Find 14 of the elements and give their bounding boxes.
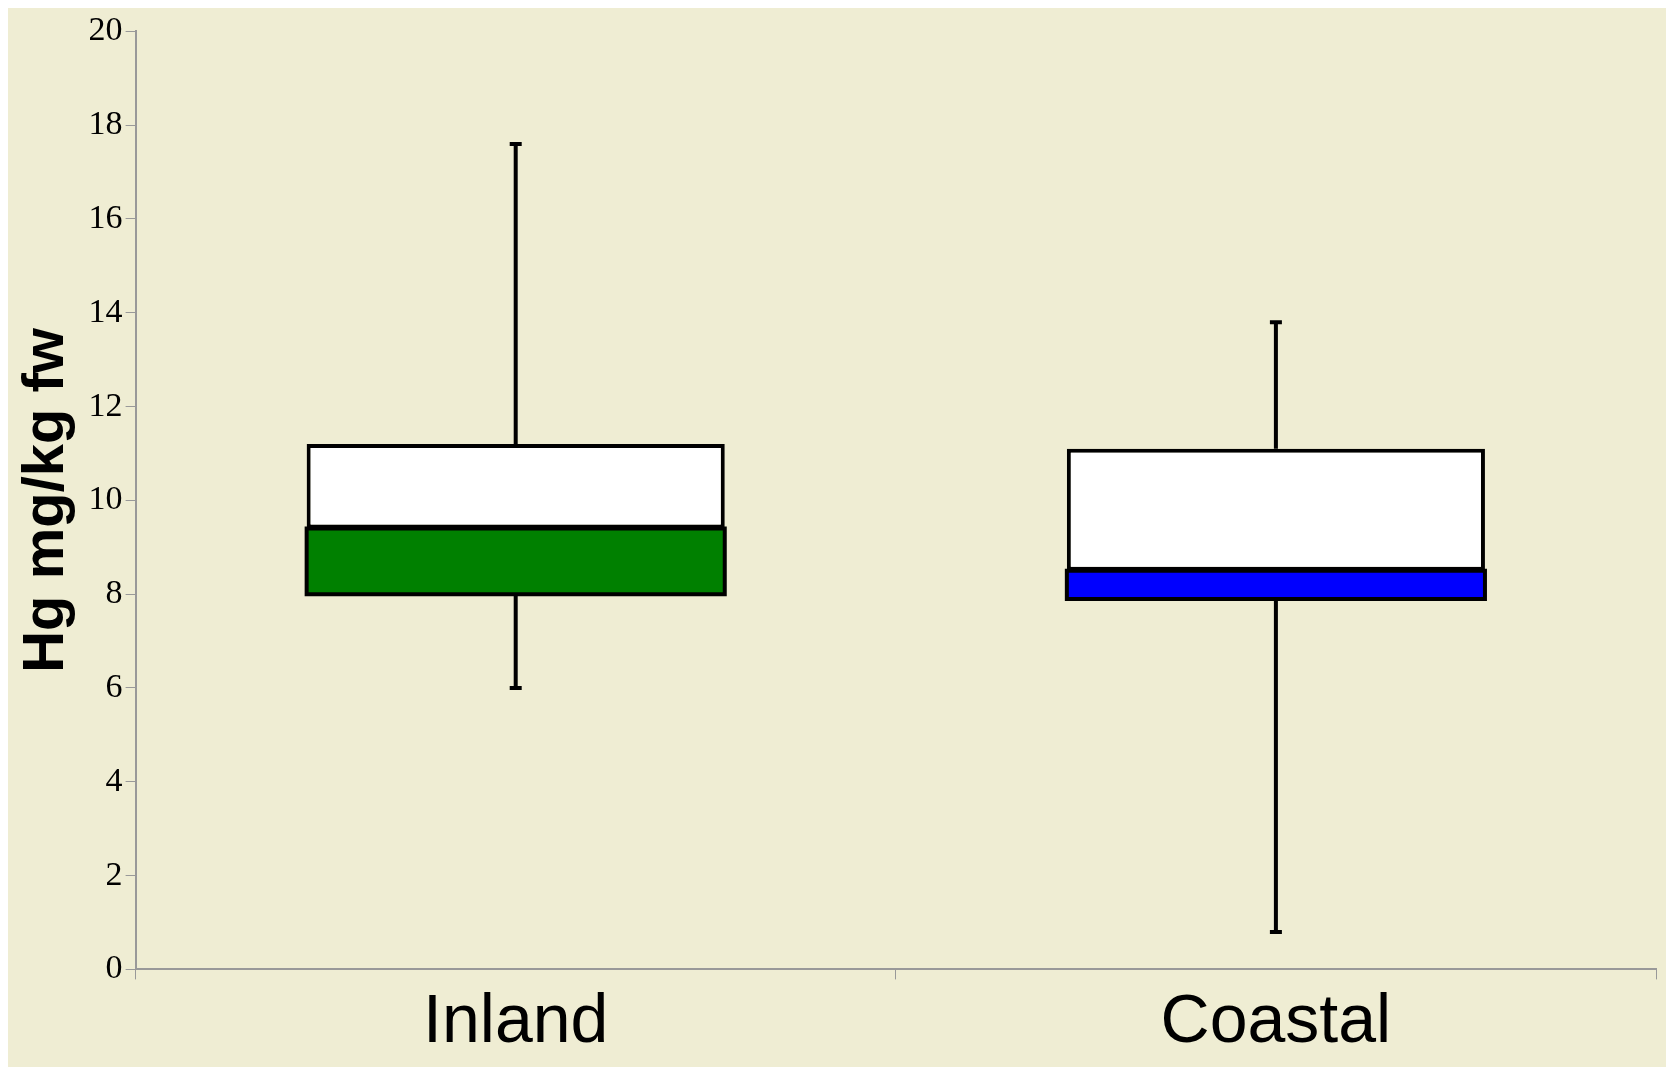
y-tick-label: 14 [88,291,123,329]
y-tick-label: 6 [105,666,123,704]
x-tick-label: Coastal [1160,979,1392,1056]
y-tick-label: 18 [88,104,123,142]
y-tick-label: 0 [105,948,123,986]
x-tick-label: Inland [423,979,609,1056]
y-axis-title: Hg mg/kg fw [9,327,75,673]
y-tick-label: 8 [105,573,123,611]
y-tick-label: 10 [88,479,123,517]
y-tick-label: 16 [88,197,123,235]
y-tick-label: 20 [88,10,123,48]
y-tick-label: 12 [88,385,123,423]
y-tick-label: 4 [105,760,123,798]
y-tick-label: 2 [105,854,123,892]
